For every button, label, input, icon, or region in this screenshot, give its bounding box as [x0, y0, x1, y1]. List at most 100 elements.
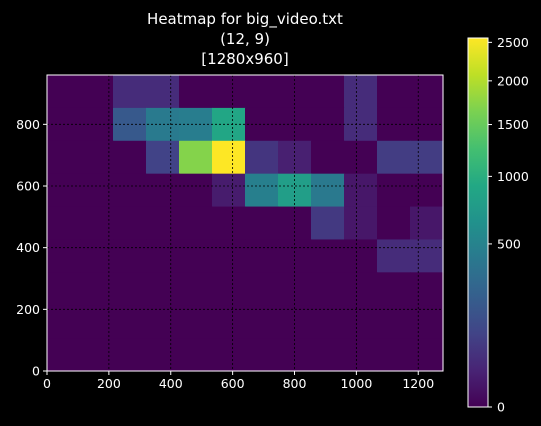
heatmap-cell [212, 239, 246, 273]
heatmap-cell [410, 173, 444, 208]
heatmap-cell [245, 75, 279, 109]
heatmap-cell [377, 140, 411, 175]
y-tick-label: 400 [16, 240, 40, 255]
heatmap-cell [377, 305, 411, 339]
colorbar [468, 38, 488, 407]
y-tick-label: 800 [16, 117, 40, 132]
x-tick-label: 1200 [402, 376, 434, 391]
y-tick-label: 600 [16, 179, 40, 194]
chart-title-line-2: (12, 9) [220, 30, 270, 48]
heatmap-cell [113, 107, 147, 142]
heatmap-cell [80, 140, 114, 175]
heatmap-cell [212, 338, 246, 372]
plot-frame [46, 74, 444, 372]
colorbar-ticks: 0 500 1000 1500 2000 2500 [488, 35, 529, 415]
heatmap-cell [212, 140, 246, 175]
heatmap-cell [146, 338, 180, 372]
heatmap-cell [245, 206, 279, 241]
heatmap-cells [47, 75, 444, 372]
colorbar-tick-label: 1000 [497, 169, 529, 184]
heatmap-cell [80, 272, 114, 306]
x-tick-label: 0 [43, 376, 51, 391]
heatmap-cell [245, 272, 279, 306]
heatmap-cell [344, 75, 378, 109]
heatmap-cell [278, 173, 312, 208]
x-tick-label: 600 [221, 376, 245, 391]
heatmap-cell [47, 305, 81, 339]
heatmap-cell [47, 206, 81, 241]
heatmap-cell [47, 272, 81, 306]
heatmap-cell [113, 173, 147, 208]
heatmap-cell [410, 305, 444, 339]
heatmap-cell [179, 239, 213, 273]
heatmap-cell [245, 173, 279, 208]
heatmap-cell [344, 305, 378, 339]
colorbar-tick-label: 2500 [497, 35, 529, 50]
heatmap-cell [47, 338, 81, 372]
heatmap-cell [377, 272, 411, 306]
heatmap-cell [146, 239, 180, 273]
heatmap-cell [80, 338, 114, 372]
heatmap-cell [113, 272, 147, 306]
heatmap-cell [146, 75, 180, 109]
heatmap-cell [410, 338, 444, 372]
chart-title-line-1: Heatmap for big_video.txt [147, 10, 343, 29]
colorbar-frame [467, 37, 489, 408]
heatmap-cell [47, 140, 81, 175]
x-tick-label: 800 [283, 376, 307, 391]
heatmap-cell [80, 75, 114, 109]
heatmap-cell [311, 140, 345, 175]
heatmap-cell [179, 173, 213, 208]
heatmap-cell [179, 338, 213, 372]
heatmap-cell [311, 206, 345, 241]
heatmap-cell [410, 206, 444, 241]
heatmap-cell [311, 338, 345, 372]
x-axis-ticks: 0 200 400 600 800 1000 1200 [43, 371, 434, 391]
heatmap-cell [113, 338, 147, 372]
heatmap-cell [245, 305, 279, 339]
heatmap-cell [344, 173, 378, 208]
heatmap-cell [377, 107, 411, 142]
heatmap-cell [80, 206, 114, 241]
heatmap-cell [377, 75, 411, 109]
heatmap-cell [212, 75, 246, 109]
y-tick-label: 200 [16, 302, 40, 317]
y-axis-ticks: 0 200 400 600 800 [16, 117, 47, 379]
heatmap-cell [410, 272, 444, 306]
heatmap-cell [179, 140, 213, 175]
heatmap-cell [377, 239, 411, 273]
heatmap-cell [47, 173, 81, 208]
x-tick-label: 1000 [340, 376, 372, 391]
heatmap-cell [47, 75, 81, 109]
heatmap-cell [146, 173, 180, 208]
heatmap-cell [47, 239, 81, 273]
heatmap-cell [146, 140, 180, 175]
heatmap-cell [344, 272, 378, 306]
heatmap-cell [377, 173, 411, 208]
heatmap-cell [80, 239, 114, 273]
heatmap-cell [344, 338, 378, 372]
heatmap-cell [146, 305, 180, 339]
heatmap-cell [410, 140, 444, 175]
heatmap-cell [344, 239, 378, 273]
heatmap-cell [146, 272, 180, 306]
heatmap-cell [212, 272, 246, 306]
heatmap-cell [311, 75, 345, 109]
heatmap-cell [245, 107, 279, 142]
heatmap-cell [344, 140, 378, 175]
heatmap-cell [212, 173, 246, 208]
x-tick-label: 200 [97, 376, 121, 391]
heatmap-cell [245, 338, 279, 372]
heatmap-cell [245, 239, 279, 273]
heatmap-cell [80, 173, 114, 208]
colorbar-tick-label: 2000 [497, 73, 529, 88]
heatmap-cell [311, 272, 345, 306]
heatmap-cell [410, 75, 444, 109]
heatmap-cell [278, 140, 312, 175]
heatmap-cell [179, 272, 213, 306]
x-tick-label: 400 [159, 376, 183, 391]
heatmap-cell [113, 206, 147, 241]
heatmap-cell [212, 305, 246, 339]
heatmap-cell [113, 239, 147, 273]
